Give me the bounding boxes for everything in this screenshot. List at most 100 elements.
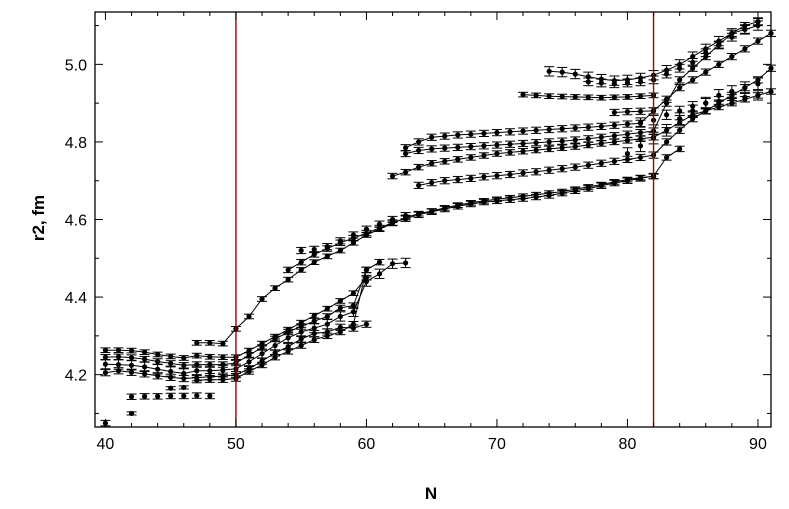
data-point <box>677 127 683 133</box>
data-point <box>637 119 644 126</box>
data-point <box>337 324 343 330</box>
data-point <box>246 359 252 365</box>
data-point <box>507 129 513 135</box>
data-point <box>259 351 265 357</box>
data-point <box>598 95 604 101</box>
data-point <box>703 69 709 75</box>
data-point <box>324 253 330 259</box>
x-tick-label: 90 <box>749 436 767 453</box>
data-point <box>624 94 631 100</box>
data-point <box>455 144 461 150</box>
data-point <box>468 154 474 161</box>
data-point <box>677 116 683 122</box>
series-15 <box>518 91 659 101</box>
data-point <box>402 213 409 219</box>
data-point <box>246 347 252 354</box>
data-point <box>468 175 474 181</box>
data-point <box>585 94 591 100</box>
data-point <box>585 124 591 130</box>
data-point <box>141 364 148 370</box>
data-point <box>220 341 226 347</box>
data-point <box>742 94 748 100</box>
reference-lines <box>235 12 655 427</box>
data-point <box>259 296 265 302</box>
data-point <box>115 368 122 374</box>
data-point <box>520 170 526 176</box>
data-point <box>337 305 343 311</box>
data-point <box>416 139 422 145</box>
data-point <box>729 88 735 95</box>
data-point <box>481 152 487 159</box>
data-point <box>376 271 383 277</box>
data-point <box>559 145 565 151</box>
data-point <box>429 160 435 166</box>
data-point <box>402 150 409 157</box>
data-point <box>611 94 617 100</box>
data-point <box>546 146 552 152</box>
data-point <box>716 42 722 48</box>
data-point <box>155 373 161 379</box>
data-point <box>311 337 317 343</box>
data-point <box>272 336 278 342</box>
data-point <box>494 150 500 157</box>
data-point <box>155 366 161 372</box>
data-point <box>677 65 683 71</box>
data-point <box>755 81 761 87</box>
series-2 <box>126 384 189 417</box>
series-line <box>105 261 380 366</box>
data-point <box>324 313 330 320</box>
series-line <box>418 67 772 186</box>
data-point <box>416 212 422 218</box>
data-point <box>533 140 539 146</box>
data-point <box>507 141 513 147</box>
data-point <box>181 384 187 391</box>
data-point <box>115 347 122 353</box>
data-point <box>716 61 722 67</box>
data-point <box>729 54 735 60</box>
data-point <box>337 329 343 335</box>
y-tick-label: 4.8 <box>65 135 87 152</box>
data-point <box>429 146 435 152</box>
x-tick-label: 70 <box>488 436 506 453</box>
data-point <box>520 148 526 154</box>
data-point <box>220 367 226 373</box>
data-point <box>168 374 174 380</box>
data-point <box>494 142 500 148</box>
data-point <box>572 137 578 143</box>
data-point <box>298 259 304 265</box>
data-point <box>363 321 370 327</box>
data-point <box>194 392 200 399</box>
data-point <box>141 393 148 399</box>
data-point <box>311 313 317 319</box>
data-point <box>442 178 448 184</box>
data-point <box>611 122 617 128</box>
series-1 <box>100 392 215 427</box>
data-point <box>637 108 644 114</box>
data-point <box>585 136 591 142</box>
data-point <box>207 368 213 374</box>
data-point <box>559 190 565 196</box>
data-point <box>168 360 174 366</box>
data-point <box>559 93 565 100</box>
data-point <box>703 108 709 114</box>
data-point <box>729 34 735 40</box>
data-point <box>181 370 187 377</box>
data-point <box>690 54 696 60</box>
y-axis-title: r2, fm <box>29 195 48 241</box>
data-point <box>624 178 631 184</box>
data-point <box>624 137 631 143</box>
data-point <box>298 342 304 349</box>
data-point <box>128 369 135 375</box>
data-point <box>611 139 617 145</box>
data-point <box>703 100 709 106</box>
data-point <box>337 247 343 254</box>
data-point <box>128 410 135 417</box>
data-point <box>585 162 591 168</box>
data-point <box>716 92 722 98</box>
data-point <box>520 140 526 147</box>
data-point <box>663 139 670 145</box>
data-point <box>546 139 552 145</box>
data-point <box>624 150 631 157</box>
data-point <box>520 128 526 134</box>
